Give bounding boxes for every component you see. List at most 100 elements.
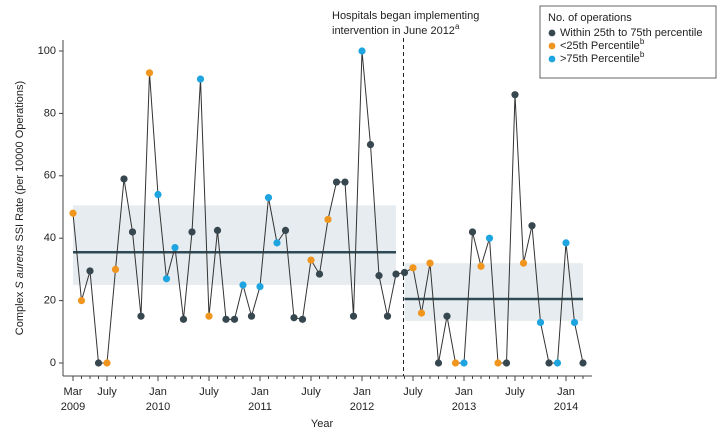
data-point	[230, 315, 239, 323]
legend-text: >75th Percentile	[560, 53, 640, 65]
y-tick-label: 20	[44, 295, 56, 307]
legend-marker	[548, 42, 556, 50]
x-tick-label: Jan	[455, 386, 473, 398]
x-tick-label: Jan	[251, 386, 269, 398]
data-point	[460, 359, 468, 367]
data-point	[358, 47, 366, 55]
data-point	[502, 359, 511, 367]
data-point	[154, 190, 162, 199]
data-point	[120, 175, 128, 183]
data-point	[94, 359, 103, 367]
legend-text: Within 25th to 75th percentile	[560, 27, 702, 39]
legend-label: Within 25th to 75th percentile	[560, 27, 702, 39]
y-tick-label: 80	[44, 107, 56, 119]
legend-box	[539, 5, 717, 79]
data-point	[409, 264, 417, 272]
data-point	[528, 222, 536, 230]
data-point	[307, 256, 315, 264]
x-tick-label: Jan	[557, 386, 575, 398]
data-point	[375, 272, 383, 280]
y-tick-label: 0	[50, 357, 56, 369]
data-point	[468, 228, 477, 236]
data-point	[324, 215, 332, 224]
y-tick-label: 100	[38, 45, 56, 57]
legend-label: <25th Percentileb	[560, 37, 645, 52]
data-point	[298, 315, 307, 323]
y-label-part: Complex	[14, 289, 26, 335]
data-point	[69, 209, 77, 217]
data-point	[511, 91, 519, 99]
x-year-label: 2013	[452, 401, 476, 413]
y-tick-label: 60	[44, 170, 56, 182]
data-point	[188, 228, 196, 236]
data-point	[434, 359, 443, 367]
data-point	[383, 312, 392, 320]
x-tick-label: Mar	[64, 386, 83, 398]
data-point	[213, 226, 222, 234]
data-point	[485, 234, 494, 242]
data-point	[128, 228, 137, 236]
data-point	[349, 312, 358, 320]
data-point	[315, 270, 324, 278]
legend-text: <25th Percentile	[560, 40, 640, 52]
x-year-label: 2012	[350, 401, 374, 413]
data-point	[477, 262, 485, 270]
data-point	[103, 359, 111, 367]
data-point	[86, 267, 94, 275]
x-year-label: 2009	[61, 401, 85, 413]
data-point	[519, 259, 528, 267]
data-point	[443, 312, 451, 320]
y-tick-label: 40	[44, 232, 56, 244]
data-point	[536, 318, 545, 327]
legend-marker	[548, 55, 556, 63]
x-tick-label: Jan	[149, 386, 167, 398]
data-point	[494, 359, 502, 367]
y-axis-label: Complex S aureus SSI Rate (per 10000 Ope…	[14, 81, 26, 335]
data-point	[239, 281, 247, 289]
legend-title: No. of operations	[548, 12, 632, 24]
x-year-label: 2014	[554, 401, 578, 413]
data-point	[332, 178, 341, 186]
data-point	[400, 268, 409, 277]
data-point	[392, 270, 400, 278]
data-point	[579, 359, 587, 367]
data-point	[366, 141, 375, 149]
y-label-part: SSI Rate (per 10000 Operations)	[14, 81, 26, 245]
reference-band	[73, 205, 396, 285]
data-point	[264, 194, 273, 202]
x-tick-label: July	[505, 386, 525, 398]
y-label-part: S aureus	[14, 244, 26, 289]
legend-sup: b	[640, 37, 645, 46]
data-point	[545, 359, 553, 367]
data-point	[281, 226, 290, 234]
legend-marker	[548, 29, 556, 37]
data-point	[426, 259, 434, 267]
data-point	[179, 315, 188, 323]
data-point	[205, 312, 213, 320]
data-point	[196, 75, 205, 83]
x-tick-label: July	[403, 386, 423, 398]
x-year-label: 2011	[248, 401, 272, 413]
x-year-label: 2010	[146, 401, 170, 413]
data-point	[137, 312, 145, 320]
data-point	[162, 275, 171, 283]
annotation: Hospitals began implementing	[332, 10, 479, 22]
data-point	[145, 69, 154, 77]
data-point	[570, 318, 579, 327]
data-point	[247, 312, 256, 320]
data-point	[256, 282, 264, 291]
data-point	[77, 297, 86, 305]
data-point	[341, 178, 349, 186]
data-point	[417, 309, 426, 317]
legend-sup: b	[640, 50, 645, 59]
x-axis-label: Year	[311, 418, 334, 430]
data-point	[451, 359, 460, 367]
x-tick-label: July	[199, 386, 219, 398]
annotation-sup: a	[455, 22, 460, 31]
annotation: intervention in June 2012a	[332, 22, 460, 37]
data-point	[222, 315, 230, 323]
reference-band	[404, 263, 583, 321]
x-tick-label: Jan	[353, 386, 371, 398]
data-point	[553, 359, 562, 367]
